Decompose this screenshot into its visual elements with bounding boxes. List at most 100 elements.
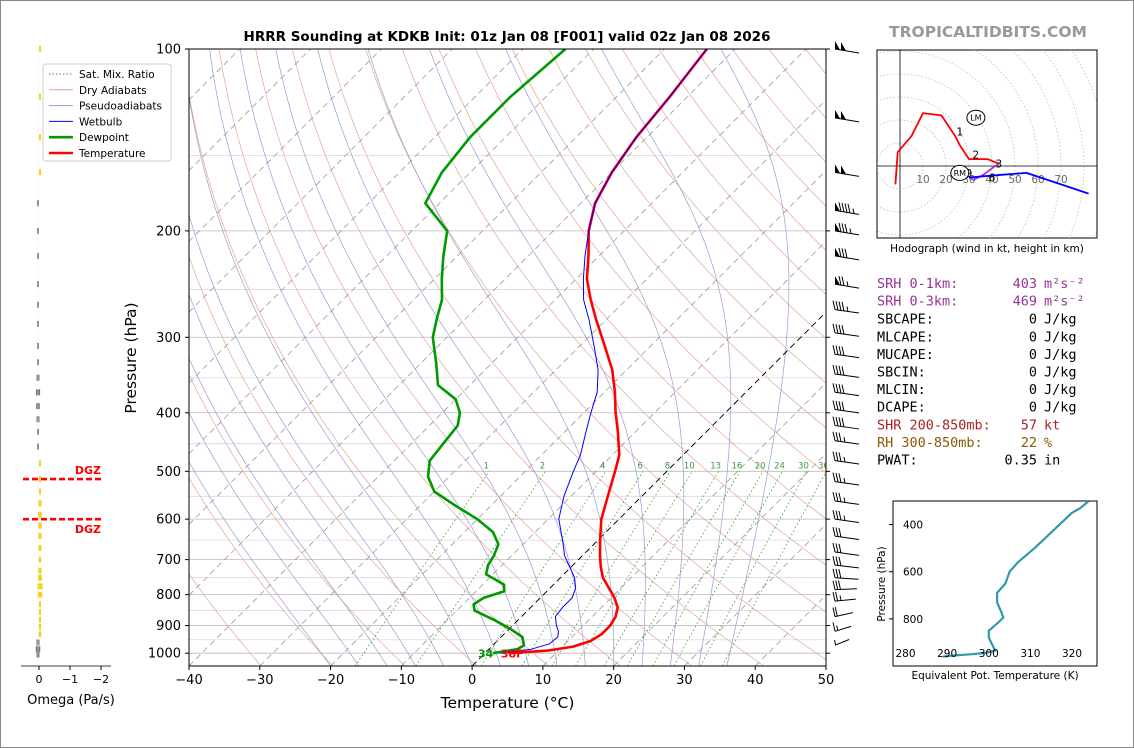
barb-flag xyxy=(835,247,840,257)
pseudoadiabat-line xyxy=(189,213,445,666)
barb-flag xyxy=(835,222,840,232)
barb-full xyxy=(837,580,841,590)
param-row: SBCIN: 0 J/kg xyxy=(877,365,1077,381)
param-label: MLCAPE: xyxy=(877,329,934,345)
x-tick-label: 30 xyxy=(676,673,693,688)
y-tick-label: 1000 xyxy=(148,647,181,662)
param-unit: J/kg xyxy=(1044,312,1077,328)
barb-full xyxy=(832,592,836,602)
wind-barb xyxy=(832,400,860,414)
isotherm-line xyxy=(189,49,736,596)
wind-barb xyxy=(834,247,860,261)
barb-full xyxy=(832,472,836,482)
barb-full xyxy=(835,472,839,483)
isotherm-line xyxy=(542,382,826,666)
hodograph-ring-label: 40 xyxy=(985,174,998,186)
skewt-frame xyxy=(188,48,827,667)
param-row: MLCAPE: 0 J/kg xyxy=(877,329,1077,345)
param-row: MUCAPE: 0 J/kg xyxy=(877,347,1077,363)
series-temperature xyxy=(508,49,708,655)
param-label: RH 300-850mb: xyxy=(877,435,983,451)
dry-adiabat-line xyxy=(585,49,826,340)
pseudoadiabat-line xyxy=(275,49,558,666)
isotherm-line xyxy=(330,169,826,666)
dry-adiabat-line xyxy=(401,49,826,566)
barb-half xyxy=(843,456,846,463)
theta-e-x-tick-label: 290 xyxy=(937,648,957,660)
barb-full xyxy=(838,527,842,538)
param-row: SRH 0-1km: 403 m²s⁻² xyxy=(877,276,1085,292)
theta-e-x-tick-label: 300 xyxy=(979,648,999,660)
barb-full xyxy=(838,452,842,462)
barb-half xyxy=(839,595,842,601)
dry-adiabat-line xyxy=(189,573,262,666)
hodograph-height-label: 6 xyxy=(989,173,996,185)
barb-full xyxy=(841,384,845,394)
barb-full xyxy=(835,527,839,537)
barb-full xyxy=(832,300,836,310)
barb-staff xyxy=(834,460,860,465)
wind-barb xyxy=(834,222,860,236)
param-row: RH 300-850mb: 22% xyxy=(877,435,1052,451)
barb-flag xyxy=(841,165,846,175)
omega-bar xyxy=(39,460,41,467)
omega-bar xyxy=(37,591,43,598)
omega-bar xyxy=(39,624,41,631)
hodograph-trace xyxy=(968,172,1089,195)
barb-half xyxy=(852,208,855,214)
barb-full xyxy=(838,401,842,411)
barb-full xyxy=(841,202,845,213)
mixing-ratio-label: 2 xyxy=(540,461,545,471)
isotherm-line xyxy=(1,49,27,666)
skewt-legend: Sat. Mix. Ratio Dry Adiabats Pseudoadiabat… xyxy=(42,63,172,162)
barb-half xyxy=(846,281,849,287)
theta-e-plot xyxy=(942,501,1090,658)
barb-full xyxy=(841,301,845,312)
y-tick-label: 100 xyxy=(156,43,181,58)
mixing-ratio-label: 20 xyxy=(755,461,766,471)
omega-bar xyxy=(38,545,42,552)
param-value: 469 xyxy=(1013,294,1037,310)
hodograph-trace xyxy=(894,112,961,185)
barb-flag xyxy=(841,110,846,120)
mixing-ratio-label: 10 xyxy=(684,461,695,471)
hodograph-height-label: 3 xyxy=(996,159,1003,171)
hodograph-height-label: 2 xyxy=(973,150,980,162)
param-value: 57 xyxy=(1021,417,1037,433)
barb-full xyxy=(832,345,836,355)
wind-barb xyxy=(834,164,860,177)
wind-barbs xyxy=(832,41,860,646)
hodograph-ring-label: 50 xyxy=(1008,174,1021,186)
omega-bar xyxy=(39,134,41,141)
barb-full xyxy=(832,451,836,461)
wind-barb xyxy=(834,41,860,54)
mixing-ratio-label: 13 xyxy=(710,461,721,471)
mixing-ratio-line xyxy=(354,471,490,666)
wind-barb xyxy=(832,451,860,465)
skewt-axes: −40 −30 −20 −10 0 10 20 30 40 50 100 200 300 400 500 60… xyxy=(122,43,834,713)
barb-full xyxy=(835,451,839,462)
barb-flag xyxy=(835,41,840,50)
mixing-ratio-line xyxy=(603,471,719,666)
barb-full xyxy=(835,300,839,311)
barb-full xyxy=(832,400,836,410)
barb-full xyxy=(838,247,842,257)
omega-bar xyxy=(39,488,41,495)
omega-bar xyxy=(38,500,42,507)
barb-full xyxy=(835,345,839,355)
hodograph-ring-label: 10 xyxy=(916,174,929,186)
legend-box xyxy=(42,63,172,162)
barb-staff xyxy=(834,117,860,123)
param-unit: kt xyxy=(1044,417,1060,433)
theta-e-x-axis-label: Equivalent Pot. Temperature (K) xyxy=(911,670,1078,682)
barb-full xyxy=(835,416,839,427)
y-tick-label: 800 xyxy=(156,588,181,603)
param-unit: J/kg xyxy=(1044,329,1077,345)
dgz-label: DGZ xyxy=(75,523,101,536)
barb-staff xyxy=(834,440,860,445)
hodograph-label: Hodograph (wind in kt, height in km) xyxy=(890,243,1084,255)
barb-full xyxy=(832,526,836,537)
barb-half xyxy=(836,625,839,631)
barb-full xyxy=(838,568,842,579)
